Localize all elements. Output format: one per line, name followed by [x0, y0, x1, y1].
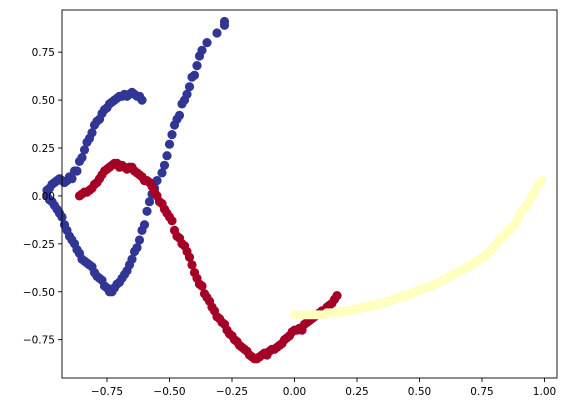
- point-s0-81: [79, 145, 90, 155]
- point-s0-24: [144, 197, 155, 207]
- point-s0-80: [77, 153, 87, 163]
- point-s0-3: [202, 38, 212, 48]
- x-axis: −0.75 −0.50 −0.25 0.00 0.25 0.50 0.75 1.00: [91, 378, 556, 398]
- point-s0-104: [137, 95, 147, 105]
- y-tick-label: 0.25: [32, 143, 55, 155]
- x-tick-label: −0.25: [216, 386, 248, 398]
- point-s1-45: [187, 260, 197, 270]
- point-s1-37: [167, 216, 177, 226]
- point-s0-15: [169, 120, 180, 130]
- point-s0-20: [157, 168, 167, 178]
- point-s0-16: [167, 130, 177, 140]
- point-s0-76: [67, 174, 77, 184]
- point-s0-1: [219, 20, 230, 30]
- y-tick-label: −0.50: [23, 287, 55, 299]
- point-s0-84: [87, 128, 97, 138]
- y-tick-label: 0.50: [32, 95, 55, 107]
- point-s0-78: [72, 166, 82, 176]
- point-s0-25: [142, 206, 152, 216]
- x-tick-label: 0.00: [283, 386, 306, 398]
- x-tick-label: 0.25: [345, 386, 368, 398]
- point-s1-49: [197, 281, 207, 291]
- point-s0-5: [194, 51, 205, 61]
- point-s0-30: [129, 246, 140, 257]
- points-layer: [42, 16, 547, 364]
- point-s0-19: [159, 160, 170, 170]
- y-tick-label: 0.00: [32, 191, 55, 203]
- y-tick-label: −0.75: [23, 335, 55, 347]
- point-s2-99: [289, 310, 300, 320]
- x-tick-label: 0.50: [408, 386, 431, 398]
- plot-frame: [61, 9, 558, 379]
- y-axis: 0.75 0.50 0.25 0.00 −0.25 −0.50 −0.75: [23, 47, 62, 347]
- point-s0-28: [134, 235, 145, 245]
- point-s0-18: [162, 151, 172, 161]
- point-s0-12: [177, 99, 187, 109]
- x-tick-label: 0.75: [470, 386, 493, 398]
- point-s1-103: [332, 291, 342, 301]
- point-s0-17: [164, 139, 175, 149]
- point-s0-9: [184, 82, 195, 92]
- point-s0-27: [137, 225, 147, 235]
- point-s0-8: [187, 72, 197, 82]
- x-tick-label: −0.75: [91, 386, 123, 398]
- x-tick-label: −0.50: [153, 386, 185, 398]
- y-tick-label: −0.25: [23, 239, 55, 251]
- y-tick-label: 0.75: [32, 47, 55, 59]
- point-s1-44: [184, 252, 195, 262]
- point-s0-6: [192, 61, 202, 71]
- point-s0-2: [212, 28, 222, 38]
- x-tick-label: 1.00: [533, 386, 556, 398]
